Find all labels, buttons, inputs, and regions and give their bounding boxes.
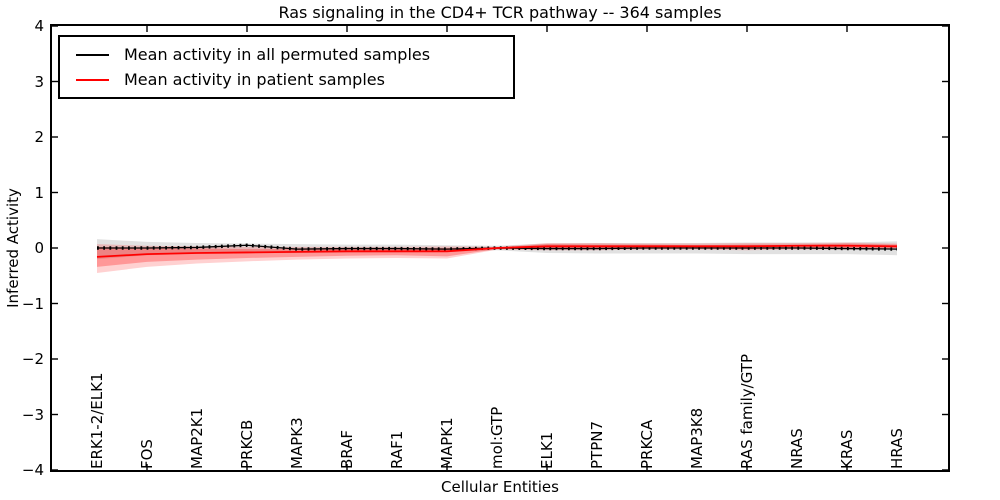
x-category-label: MAP3K8 [688,407,706,469]
x-category-label: BRAF [338,430,356,469]
legend: Mean activity in all permuted samples Me… [58,35,515,99]
x-category-label: MAPK1 [438,417,456,469]
x-category-label: MAP2K1 [188,407,206,469]
x-category-label: PRKCB [238,419,256,469]
y-tick-label: 3 [34,72,44,91]
y-axis-title: Inferred Activity [4,188,22,308]
plot-canvas [52,26,948,470]
red-line-swatch [76,78,109,81]
legend-item-patient: Mean activity in patient samples [76,68,503,92]
x-category-label: KRAS [838,429,856,469]
x-category-label: RAS family/GTP [738,353,756,469]
y-tick-label: −2 [21,350,44,368]
y-tick-label: −3 [21,405,44,424]
x-axis-title: Cellular Entities [441,478,559,496]
x-category-label: HRAS [888,428,906,469]
x-category-label: RAF1 [388,430,406,469]
legend-item-permuted: Mean activity in all permuted samples [76,43,503,67]
y-tick-label: −4 [21,461,44,479]
y-tick-label: 0 [34,239,44,257]
x-category-label: MAPK3 [288,417,306,469]
x-category-label: mol:GTP [488,406,506,469]
y-tick-label: 2 [34,128,44,146]
x-category-label: PTPN7 [588,420,606,469]
x-category-label: ELK1 [538,431,556,469]
black-line-swatch [76,53,109,56]
permuted-gray-band [97,239,897,260]
y-tick-label: 4 [34,17,44,35]
legend-label-patient: Mean activity in patient samples [124,70,385,89]
legend-label-permuted: Mean activity in all permuted samples [124,45,431,64]
patient-mean-line [96,244,898,258]
x-category-label: ERK1-2/ELK1 [88,372,106,469]
x-category-label: PRKCA [638,419,656,469]
y-tick-label: −1 [21,294,44,313]
chart-title: Ras signaling in the CD4+ TCR pathway --… [278,3,722,22]
patient-outer-red-band [97,242,897,273]
x-category-label: FOS [138,439,156,469]
y-tick-label: 1 [34,183,44,202]
x-category-label: NRAS [788,428,806,469]
